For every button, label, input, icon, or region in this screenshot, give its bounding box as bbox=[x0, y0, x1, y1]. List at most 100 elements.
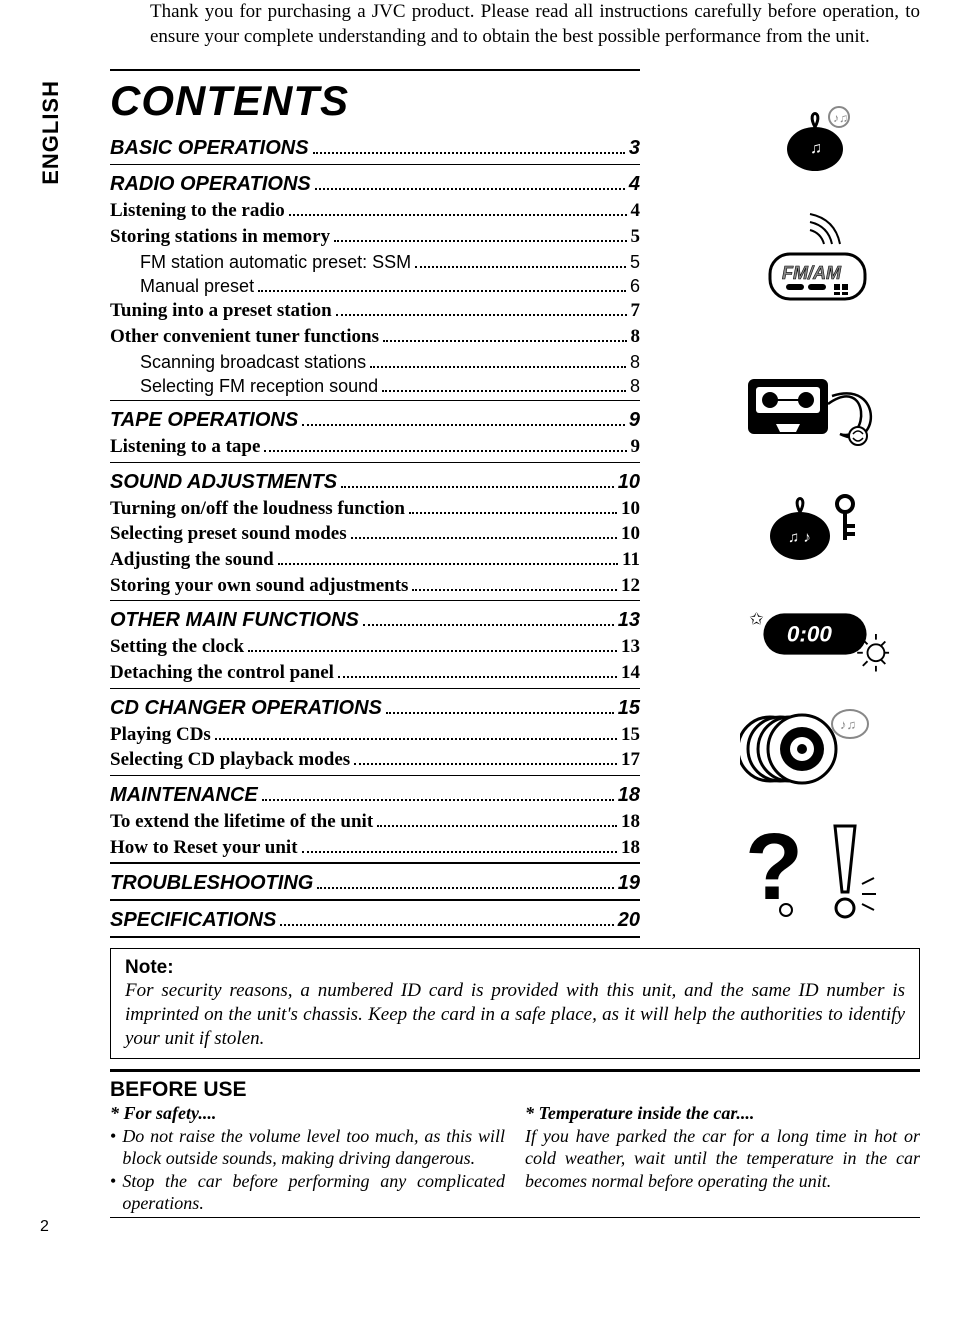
toc-item-page: 14 bbox=[621, 660, 640, 686]
toc-section: OTHER MAIN FUNCTIONS13Setting the clock1… bbox=[110, 607, 640, 688]
toc-item-page: 17 bbox=[621, 747, 640, 773]
note-body: For security reasons, a numbered ID card… bbox=[125, 979, 905, 1050]
toc-item-page: 12 bbox=[621, 573, 640, 599]
toc-item-label: Storing your own sound adjustments bbox=[110, 573, 408, 599]
temperature-heading: * Temperature inside the car.... bbox=[525, 1102, 920, 1125]
toc-heading-row: TROUBLESHOOTING19 bbox=[110, 870, 640, 897]
toc-item-row: Selecting CD playback modes 17 bbox=[110, 747, 640, 773]
toc-item-label: Manual preset bbox=[140, 274, 254, 298]
toc-item-label: To extend the lifetime of the unit bbox=[110, 809, 373, 835]
toc-item-row: Playing CDs15 bbox=[110, 722, 640, 748]
toc-section: TAPE OPERATIONS9Listening to a tape9 bbox=[110, 407, 640, 463]
svg-text:FM/AM: FM/AM bbox=[782, 263, 842, 283]
safety-bullet: • Do not raise the volume level too much… bbox=[110, 1125, 505, 1170]
toc-heading-page: 18 bbox=[618, 782, 640, 809]
toc-item-label: FM station automatic preset: SSM bbox=[140, 250, 411, 274]
toc-item-page: 15 bbox=[621, 722, 640, 748]
toc-item-page: 18 bbox=[621, 835, 640, 861]
cd-discs-icon: ♪♫ bbox=[740, 689, 890, 799]
toc-heading-label: TAPE OPERATIONS bbox=[110, 407, 298, 434]
toc-item-page: 5 bbox=[630, 250, 640, 274]
toc-item-label: Turning on/off the loudness function bbox=[110, 496, 405, 522]
clock-text: 0:00 bbox=[787, 622, 833, 647]
toc-heading-page: 4 bbox=[629, 171, 640, 198]
toc-heading-label: OTHER MAIN FUNCTIONS bbox=[110, 607, 359, 634]
toc-item-row: Scanning broadcast stations8 bbox=[110, 350, 640, 374]
note-title: Note: bbox=[125, 957, 905, 979]
toc-item-row: To extend the lifetime of the unit 18 bbox=[110, 809, 640, 835]
toc-item-label: Selecting FM reception sound bbox=[140, 374, 378, 398]
toc-item-row: Manual preset 6 bbox=[110, 274, 640, 298]
toc-section: CD CHANGER OPERATIONS15Playing CDs15Sele… bbox=[110, 695, 640, 776]
toc-item-page: 11 bbox=[622, 547, 640, 573]
music-bag-icon: ♫ ♪♫ bbox=[740, 69, 890, 189]
question-exclaim-icon: ? bbox=[740, 809, 890, 929]
toc-item-page: 5 bbox=[631, 224, 641, 250]
toc-item-row: Storing your own sound adjustments 12 bbox=[110, 573, 640, 599]
toc-heading-row: CD CHANGER OPERATIONS15 bbox=[110, 695, 640, 722]
toc-heading-page: 15 bbox=[618, 695, 640, 722]
toc-heading-label: SOUND ADJUSTMENTS bbox=[110, 469, 337, 496]
toc-item-row: Tuning into a preset station 7 bbox=[110, 298, 640, 324]
table-of-contents: BASIC OPERATIONS3 RADIO OPERATIONS 4 Listen… bbox=[110, 135, 640, 938]
toc-item-page: 6 bbox=[630, 274, 640, 298]
toc-item-page: 4 bbox=[631, 198, 641, 224]
toc-item-label: Setting the clock bbox=[110, 634, 244, 660]
note-box: Note: For security reasons, a numbered I… bbox=[110, 948, 920, 1059]
svg-text:♪♫: ♪♫ bbox=[840, 717, 856, 732]
toc-item-label: Tuning into a preset station bbox=[110, 298, 332, 324]
before-use-title: BEFORE USE bbox=[110, 1078, 920, 1102]
toc-item-row: Selecting FM reception sound 8 bbox=[110, 374, 640, 398]
sound-bag-key-icon: ♫ ♪ bbox=[740, 469, 890, 579]
language-tab: ENGLISH bbox=[38, 80, 64, 185]
toc-section: RADIO OPERATIONS 4 Listening to the radio 4… bbox=[110, 171, 640, 401]
safety-heading: * For safety.... bbox=[110, 1102, 505, 1125]
before-use-left: * For safety.... • Do not raise the volu… bbox=[110, 1102, 505, 1215]
toc-section: TROUBLESHOOTING19 bbox=[110, 870, 640, 901]
toc-item-label: Adjusting the sound bbox=[110, 547, 274, 573]
toc-item-row: Setting the clock13 bbox=[110, 634, 640, 660]
toc-item-page: 18 bbox=[621, 809, 640, 835]
toc-heading-row: SOUND ADJUSTMENTS10 bbox=[110, 469, 640, 496]
toc-section: SOUND ADJUSTMENTS10Turning on/off the lo… bbox=[110, 469, 640, 602]
toc-heading-row: BASIC OPERATIONS3 bbox=[110, 135, 640, 162]
toc-section: SPECIFICATIONS 20 bbox=[110, 907, 640, 938]
toc-heading-label: MAINTENANCE bbox=[110, 782, 258, 809]
toc-section: MAINTENANCE18To extend the lifetime of t… bbox=[110, 782, 640, 864]
svg-text:✩: ✩ bbox=[749, 610, 763, 629]
toc-item-label: Selecting preset sound modes bbox=[110, 521, 347, 547]
toc-item-row: How to Reset your unit 18 bbox=[110, 835, 640, 861]
toc-item-page: 10 bbox=[621, 521, 640, 547]
toc-heading-row: TAPE OPERATIONS9 bbox=[110, 407, 640, 434]
toc-item-row: Listening to a tape9 bbox=[110, 434, 640, 460]
toc-heading-page: 19 bbox=[618, 870, 640, 897]
before-use-section: BEFORE USE * For safety.... • Do not rai… bbox=[110, 1069, 920, 1218]
before-use-right: * Temperature inside the car.... If you … bbox=[525, 1102, 920, 1215]
toc-item-row: Selecting preset sound modes 10 bbox=[110, 521, 640, 547]
svg-text:♪♫: ♪♫ bbox=[833, 111, 848, 125]
toc-heading-label: BASIC OPERATIONS bbox=[110, 135, 309, 162]
toc-item-label: How to Reset your unit bbox=[110, 835, 298, 861]
toc-item-row: Other convenient tuner functions8 bbox=[110, 324, 640, 350]
toc-heading-row: OTHER MAIN FUNCTIONS 13 bbox=[110, 607, 640, 634]
toc-item-row: Adjusting the sound 11 bbox=[110, 547, 640, 573]
toc-item-row: FM station automatic preset: SSM 5 bbox=[110, 250, 640, 274]
toc-item-label: Scanning broadcast stations bbox=[140, 350, 366, 374]
toc-item-page: 8 bbox=[630, 374, 640, 398]
toc-item-label: Listening to the radio bbox=[110, 198, 285, 224]
toc-item-label: Selecting CD playback modes bbox=[110, 747, 350, 773]
toc-heading-page: 13 bbox=[618, 607, 640, 634]
toc-heading-page: 20 bbox=[618, 907, 640, 934]
toc-item-row: Turning on/off the loudness function10 bbox=[110, 496, 640, 522]
toc-heading-label: RADIO OPERATIONS bbox=[110, 171, 311, 198]
toc-heading-label: SPECIFICATIONS bbox=[110, 907, 276, 934]
intro-paragraph: Thank you for purchasing a JVC product. … bbox=[150, 0, 920, 49]
toc-item-page: 7 bbox=[631, 298, 641, 324]
toc-heading-row: RADIO OPERATIONS 4 bbox=[110, 171, 640, 198]
svg-text:♫: ♫ bbox=[810, 140, 822, 157]
toc-item-label: Storing stations in memory bbox=[110, 224, 330, 250]
safety-bullet: • Stop the car before performing any com… bbox=[110, 1170, 505, 1215]
toc-item-page: 9 bbox=[631, 434, 641, 460]
temperature-body: If you have parked the car for a long ti… bbox=[525, 1125, 920, 1193]
toc-heading-row: SPECIFICATIONS 20 bbox=[110, 907, 640, 934]
